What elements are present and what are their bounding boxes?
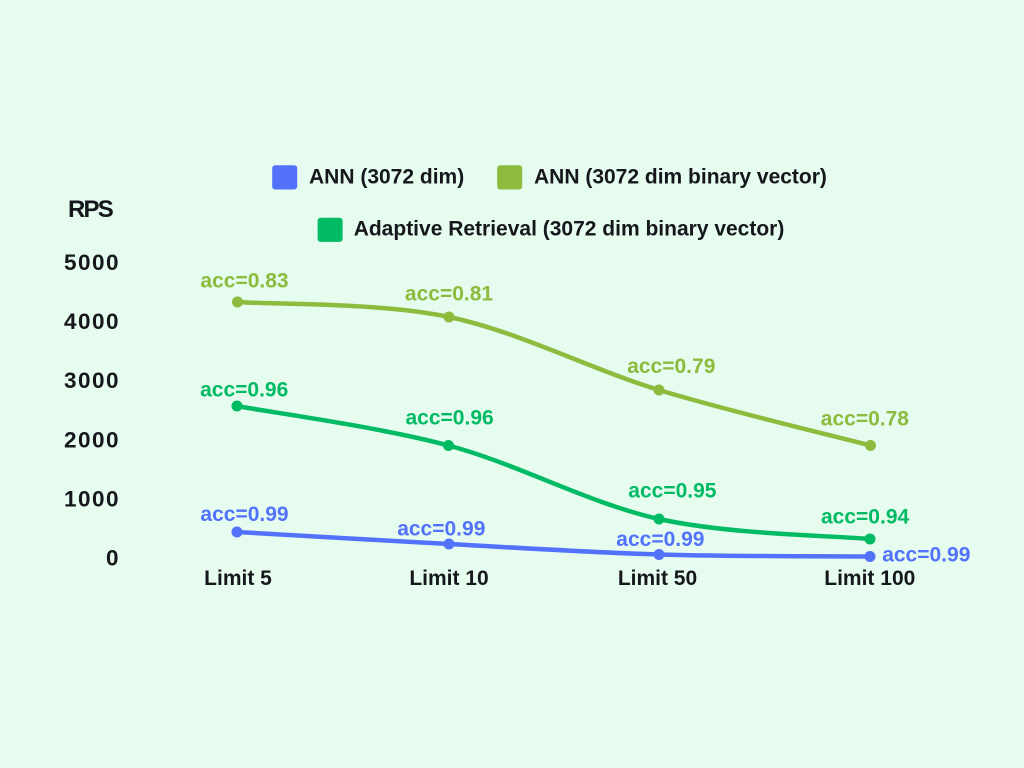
svg-text:4000: 4000 — [64, 309, 120, 334]
svg-text:acc=0.99: acc=0.99 — [882, 544, 970, 567]
svg-text:acc=0.83: acc=0.83 — [200, 270, 288, 293]
svg-text:2000: 2000 — [64, 427, 120, 452]
svg-text:acc=0.96: acc=0.96 — [200, 379, 288, 402]
svg-text:acc=0.95: acc=0.95 — [628, 479, 716, 502]
svg-text:Limit 100: Limit 100 — [824, 567, 915, 590]
svg-text:Adaptive Retrieval (3072 dim b: Adaptive Retrieval (3072 dim binary vect… — [354, 218, 785, 241]
svg-text:5000: 5000 — [64, 250, 120, 275]
svg-text:acc=0.99: acc=0.99 — [200, 503, 288, 526]
svg-text:acc=0.81: acc=0.81 — [405, 283, 493, 306]
svg-text:acc=0.99: acc=0.99 — [397, 517, 485, 540]
svg-text:acc=0.99: acc=0.99 — [616, 528, 704, 551]
svg-text:0: 0 — [106, 546, 120, 571]
svg-text:acc=0.94: acc=0.94 — [821, 505, 909, 528]
svg-text:acc=0.79: acc=0.79 — [627, 355, 715, 378]
svg-text:1000: 1000 — [64, 487, 120, 512]
svg-text:acc=0.96: acc=0.96 — [406, 407, 494, 430]
svg-text:RPS: RPS — [68, 196, 114, 223]
svg-text:Limit 10: Limit 10 — [409, 567, 488, 590]
svg-text:3000: 3000 — [64, 368, 120, 393]
svg-text:Limit 50: Limit 50 — [618, 567, 697, 590]
svg-text:Limit 5: Limit 5 — [204, 567, 272, 590]
svg-text:ANN (3072 dim binary vector): ANN (3072 dim binary vector) — [534, 166, 827, 189]
svg-text:ANN (3072 dim): ANN (3072 dim) — [309, 166, 464, 189]
svg-text:acc=0.78: acc=0.78 — [821, 408, 909, 431]
